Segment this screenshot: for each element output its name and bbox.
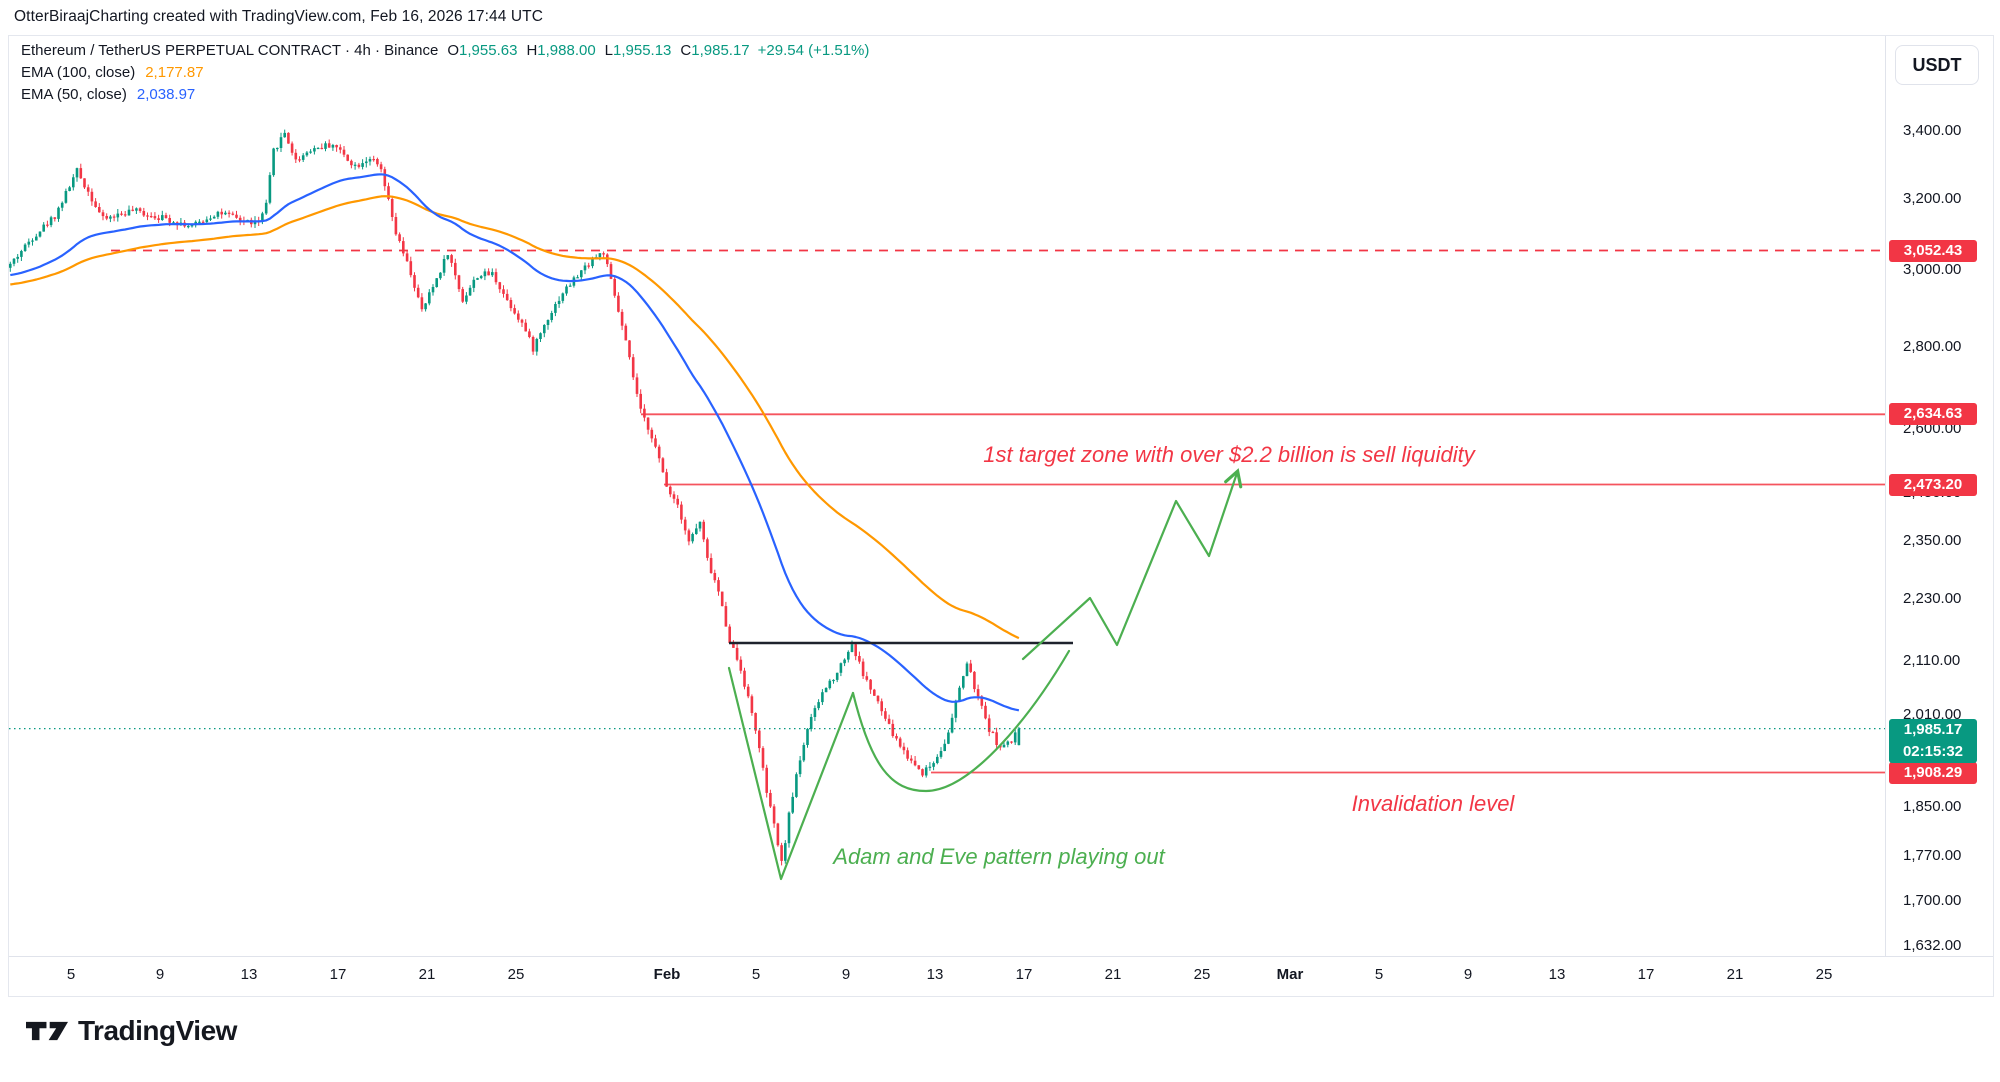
- indicator-legend: EMA (100, close) 2,177.87 EMA (50, close) 2…: [21, 63, 869, 104]
- chart-container: 1st target zone with over $2.2 billion i…: [8, 35, 1994, 997]
- time-tick-label: Mar: [1276, 966, 1304, 983]
- chart-legend: Ethereum / TetherUS PERPETUAL CONTRACT ·…: [21, 41, 869, 107]
- tradingview-logo[interactable]: TradingView: [26, 1014, 237, 1048]
- time-tick-label: 13: [1548, 966, 1566, 983]
- candlestick-chart[interactable]: 1st target zone with over $2.2 billion i…: [9, 36, 1885, 956]
- indicator-row: EMA (100, close) 2,177.87: [21, 63, 869, 82]
- price-tick-label: 1,770.00: [1903, 847, 1962, 864]
- price-level-badge: 2,473.20: [1889, 473, 1977, 496]
- ohlc-key: C: [680, 42, 692, 59]
- time-tick-label: 5: [1374, 966, 1384, 983]
- price-tick-label: 3,400.00: [1903, 122, 1962, 139]
- ema100-line[interactable]: [10, 195, 1020, 640]
- price-tick-label: 2,110.00: [1903, 652, 1961, 669]
- invalidation-note: Invalidation level: [1352, 791, 1516, 816]
- indicator-value: 2,177.87: [145, 64, 204, 81]
- time-tick-label: 9: [155, 966, 165, 983]
- time-tick-label: 21: [1104, 966, 1122, 983]
- projection-arrow-drawing: [1021, 468, 1243, 661]
- pattern-drawings[interactable]: [727, 468, 1243, 881]
- pattern-note: Adam and Eve pattern playing out: [831, 844, 1165, 869]
- ohlc-value: 1,955.13: [613, 42, 672, 59]
- indicator-label[interactable]: EMA (50, close): [21, 86, 127, 103]
- tradingview-logo-text: TradingView: [78, 1015, 237, 1046]
- target-note: 1st target zone with over $2.2 billion i…: [983, 442, 1477, 467]
- indicator-row: EMA (50, close) 2,038.97: [21, 85, 869, 104]
- bar-countdown: 02:15:32: [1902, 742, 1964, 760]
- time-tick-label: 17: [1637, 966, 1655, 983]
- current-price-badge: 1,985.17 02:15:32: [1889, 718, 1977, 763]
- eve-curve-drawing: [851, 649, 1071, 793]
- time-tick-label: 13: [240, 966, 258, 983]
- ema50-line[interactable]: [10, 173, 1020, 712]
- price-tick-label: 2,350.00: [1903, 532, 1962, 549]
- time-axis[interactable]: 5 9 13 17 21 25 Feb 5 9 13 17 21 25 Mar 5 9 13 17 21 25: [9, 956, 1993, 996]
- price-tick-label: 3,200.00: [1903, 190, 1962, 207]
- ohlc-values: O1,955.63 H1,988.00 L1,955.13 C1,985.17: [438, 42, 749, 59]
- price-axis[interactable]: USDT 3,400.00 3,200.00 3,000.00 2,800.00 2,6…: [1885, 36, 1993, 956]
- price-tick-label: 1,700.00: [1903, 892, 1962, 909]
- time-tick-label: Feb: [653, 966, 681, 983]
- indicator-label[interactable]: EMA (100, close): [21, 64, 136, 81]
- symbol-title[interactable]: Ethereum / TetherUS PERPETUAL CONTRACT ·…: [21, 42, 439, 59]
- time-tick-label: 17: [1015, 966, 1033, 983]
- change-value: +29.54 (+1.51%): [757, 42, 870, 59]
- time-tick-label: 25: [1815, 966, 1833, 983]
- symbol-row: Ethereum / TetherUS PERPETUAL CONTRACT ·…: [21, 41, 869, 60]
- time-tick-label: 17: [329, 966, 347, 983]
- time-tick-label: 25: [507, 966, 525, 983]
- time-tick-label: 21: [418, 966, 436, 983]
- time-tick-label: 9: [1463, 966, 1473, 983]
- ohlc-key: H: [526, 42, 538, 59]
- candles: [9, 129, 1021, 866]
- price-tick-label: 3,000.00: [1903, 261, 1962, 278]
- price-tick-label: 1,850.00: [1903, 798, 1962, 815]
- attribution-text: OtterBiraajCharting created with Trading…: [14, 8, 544, 25]
- indicator-value: 2,038.97: [136, 86, 196, 103]
- time-tick-label: 5: [751, 966, 761, 983]
- price-level-badge: 1,908.29: [1889, 761, 1977, 784]
- ohlc-value: 1,955.63: [459, 42, 518, 59]
- tradingview-logo-icon: [26, 1021, 68, 1041]
- time-tick-label: 25: [1193, 966, 1211, 983]
- ohlc-value: 1,988.00: [537, 42, 596, 59]
- price-tick-label: 1,632.00: [1903, 937, 1962, 954]
- time-tick-label: 13: [926, 966, 944, 983]
- time-tick-label: 9: [841, 966, 851, 983]
- level-lines[interactable]: [111, 249, 1885, 774]
- price-tick-label: 2,800.00: [1903, 338, 1962, 355]
- currency-toggle-button[interactable]: USDT: [1895, 45, 1979, 85]
- price-level-badge: 2,634.63: [1889, 403, 1977, 426]
- price-tick-label: 2,230.00: [1903, 590, 1962, 607]
- price-level-badge: 3,052.43: [1889, 239, 1977, 262]
- current-price-value: 1,985.17: [1903, 720, 1963, 738]
- time-tick-label: 5: [66, 966, 76, 983]
- adam-v-drawing: [727, 666, 855, 881]
- time-tick-label: 21: [1726, 966, 1744, 983]
- ohlc-key: L: [604, 42, 614, 59]
- ohlc-value: 1,985.17: [691, 42, 750, 59]
- ohlc-key: O: [447, 42, 460, 59]
